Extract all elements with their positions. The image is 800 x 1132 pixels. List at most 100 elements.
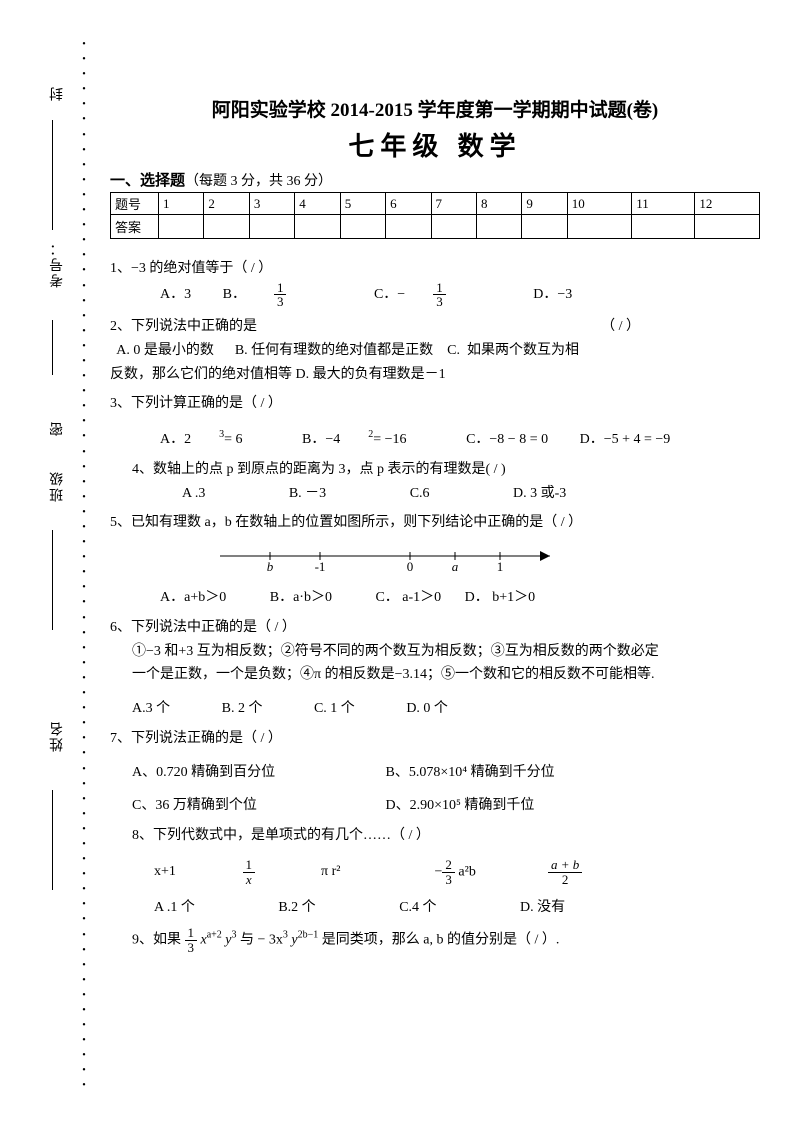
q4-d: D. 3 或-3 xyxy=(513,482,566,506)
nl-b: b xyxy=(267,559,274,573)
nl-0: 0 xyxy=(407,559,414,573)
q6-c: C. 1 个 xyxy=(314,701,355,716)
question-3: 3、下列计算正确的是（ / ） A．23 = 6 B．−42 = −16 C．−… xyxy=(110,392,760,451)
q6-a: A.3 个 xyxy=(132,701,170,716)
table-col: 4 xyxy=(295,193,340,215)
q1-d: D．−3 xyxy=(533,283,572,307)
q5-a: A．a+b＞0 xyxy=(160,586,226,610)
side-label-mi: 密 xyxy=(48,420,68,436)
q3-a: A．23 = 6 xyxy=(160,426,271,451)
side-label-kaohao: 考号： xyxy=(48,240,68,288)
q8-item-b: 1x xyxy=(243,858,318,886)
nl-1: 1 xyxy=(497,559,504,573)
side-label-banji: 班级 xyxy=(48,470,68,502)
q7-d: D、2.90×10⁵ 精确到千位 xyxy=(386,798,535,813)
number-line: b -1 0 a 1 xyxy=(210,539,760,582)
question-5: 5、已知有理数 a，b 在数轴上的位置如图所示，则下列结论中正确的是（ / ） … xyxy=(110,511,760,609)
question-7: 7、下列说法正确的是（ / ） A、0.720 精确到百分位 B、5.078×1… xyxy=(110,727,760,818)
q3-b: B．−42 = −16 xyxy=(302,426,435,451)
answer-cell[interactable] xyxy=(340,215,385,239)
answer-cell[interactable] xyxy=(476,215,521,239)
answer-cell[interactable] xyxy=(159,215,204,239)
table-col: 8 xyxy=(476,193,521,215)
q4-c: C.6 xyxy=(410,482,430,506)
q4-a: A .3 xyxy=(182,482,205,506)
q3-stem: 3、下列计算正确的是（ / ） xyxy=(110,392,760,416)
answer-cell[interactable] xyxy=(249,215,294,239)
table-col: 2 xyxy=(204,193,249,215)
q2-stem: 2、下列说法中正确的是 xyxy=(110,319,257,334)
side-line-4 xyxy=(52,790,53,890)
q6-b: B. 2 个 xyxy=(222,701,263,716)
answer-cell[interactable] xyxy=(386,215,431,239)
q8-c: C.4 个 xyxy=(399,900,436,915)
q8-b: B.2 个 xyxy=(278,900,315,915)
table-head-row2: 答案 xyxy=(111,215,159,239)
q5-d: D． b+1＞0 xyxy=(465,586,536,610)
nl-a: a xyxy=(452,559,459,573)
table-col: 11 xyxy=(632,193,695,215)
q4-b: B. －3 xyxy=(289,482,326,506)
question-8: 8、下列代数式中，是单项式的有几个……（ / ） x+1 1x π r² −23… xyxy=(110,824,760,920)
nl-m1: -1 xyxy=(315,559,326,573)
q8-item-a: x+1 xyxy=(154,860,239,884)
q1-a: A．3 xyxy=(160,283,191,307)
section-heading: 一、选择题（每题 3 分，共 36 分） xyxy=(110,169,760,190)
table-col: 7 xyxy=(431,193,476,215)
table-col: 1 xyxy=(159,193,204,215)
table-head-row1: 题号 xyxy=(111,193,159,215)
q7-stem: 7、下列说法正确的是（ / ） xyxy=(110,727,760,751)
answer-cell[interactable] xyxy=(431,215,476,239)
side-label-feng: 封 xyxy=(48,85,68,101)
answer-cell[interactable] xyxy=(295,215,340,239)
dot-column: ••••••••••••••••••••••••••••••••••••••••… xyxy=(78,40,90,1092)
question-2: 2、下列说法中正确的是（ / ） A. 0 是最小的数 B. 任何有理数的绝对值… xyxy=(110,315,760,386)
answer-table: 题号 1 2 3 4 5 6 7 8 9 10 11 12 答案 xyxy=(110,192,760,239)
q8-stem: 8、下列代数式中，是单项式的有几个……（ / ） xyxy=(132,824,760,848)
exam-page: 阿阳实验学校 2014-2015 学年度第一学期期中试题(卷) 七年级 数学 一… xyxy=(110,95,760,960)
answer-cell[interactable] xyxy=(695,215,760,239)
question-1: 1、−3 的绝对值等于（ / ） A．3 B．13 C．−13 D．−3 xyxy=(110,257,760,309)
answer-cell[interactable] xyxy=(204,215,249,239)
q3-c: C．−8 − 8 = 0 xyxy=(466,428,548,452)
side-label-xingming: 姓名 xyxy=(48,720,68,752)
table-row: 答案 xyxy=(111,215,760,239)
answer-cell[interactable] xyxy=(522,215,567,239)
q2-line3: 反数，那么它们的绝对值相等 D. 最大的负有理数是－1 xyxy=(110,363,760,387)
q8-item-c: π r² xyxy=(321,860,431,884)
q7-c: C、36 万精确到个位 xyxy=(132,794,382,818)
side-line-2 xyxy=(52,320,53,375)
question-4: 4、数轴上的点 p 到原点的距离为 3，点 p 表示的有理数是( / ) A .… xyxy=(110,458,760,506)
side-line-3 xyxy=(52,530,53,630)
number-line-svg: b -1 0 a 1 xyxy=(210,539,570,573)
q1-b: B．13 xyxy=(223,281,343,309)
table-col: 5 xyxy=(340,193,385,215)
table-col: 6 xyxy=(386,193,431,215)
question-9: 9、如果 13 xa+2 y3 与 − 3x3 y2b−1 是同类项，那么 a,… xyxy=(110,926,760,954)
exam-title-line1: 阿阳实验学校 2014-2015 学年度第一学期期中试题(卷) xyxy=(110,95,760,122)
table-col: 10 xyxy=(567,193,631,215)
q3-d: D．−5 + 4 = −9 xyxy=(580,428,671,452)
q1-c: C．−13 xyxy=(374,281,502,309)
q6-stem: 6、下列说法中正确的是（ / ） xyxy=(110,616,760,640)
q8-d: D. 没有 xyxy=(520,900,565,915)
q6-l1: ①−3 和+3 互为相反数；②符号不同的两个数互为相反数；③互为相反数的两个数必… xyxy=(110,640,760,664)
q5-c: C． a-1＞0 xyxy=(375,586,441,610)
q6-d: D. 0 个 xyxy=(406,701,448,716)
question-6: 6、下列说法中正确的是（ / ） ①−3 和+3 互为相反数；②符号不同的两个数… xyxy=(110,616,760,721)
section-title: 一、选择题 xyxy=(110,173,185,189)
binding-band: ••••••••••••••••••••••••••••••••••••••••… xyxy=(30,40,90,1092)
q5-stem: 5、已知有理数 a，b 在数轴上的位置如图所示，则下列结论中正确的是（ / ） xyxy=(110,511,760,535)
table-col: 3 xyxy=(249,193,294,215)
answer-cell[interactable] xyxy=(632,215,695,239)
table-row: 题号 1 2 3 4 5 6 7 8 9 10 11 12 xyxy=(111,193,760,215)
section-sub: （每题 3 分，共 36 分） xyxy=(185,174,332,189)
answer-cell[interactable] xyxy=(567,215,631,239)
exam-title-line2: 七年级 数学 xyxy=(110,126,760,163)
q8-item-e: a + b2 xyxy=(548,864,582,879)
q6-l2: 一个是正数，一个是负数；④π 的相反数是−3.14；⑤一个数和它的相反数不可能相… xyxy=(110,663,760,687)
table-col: 12 xyxy=(695,193,760,215)
side-line-1 xyxy=(52,120,53,230)
q7-a: A、0.720 精确到百分位 xyxy=(132,761,382,785)
q2-line2: A. 0 是最小的数 B. 任何有理数的绝对值都是正数 C. 如果两个数互为相 xyxy=(110,339,760,363)
